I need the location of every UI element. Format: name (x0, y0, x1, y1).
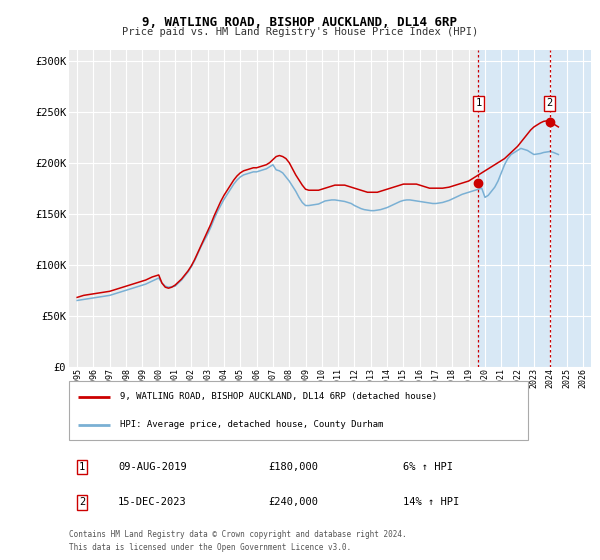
Text: 1: 1 (79, 462, 85, 472)
Text: This data is licensed under the Open Government Licence v3.0.: This data is licensed under the Open Gov… (69, 543, 351, 552)
Bar (478, 50, 591, 367)
Text: 9, WATLING ROAD, BISHOP AUCKLAND, DL14 6RP: 9, WATLING ROAD, BISHOP AUCKLAND, DL14 6… (143, 16, 458, 29)
Text: HPI: Average price, detached house, County Durham: HPI: Average price, detached house, Coun… (119, 421, 383, 430)
Text: 6% ↑ HPI: 6% ↑ HPI (403, 462, 453, 472)
Text: 9, WATLING ROAD, BISHOP AUCKLAND, DL14 6RP (detached house): 9, WATLING ROAD, BISHOP AUCKLAND, DL14 6… (119, 392, 437, 401)
Text: 1: 1 (475, 99, 482, 109)
Text: Contains HM Land Registry data © Crown copyright and database right 2024.: Contains HM Land Registry data © Crown c… (69, 530, 407, 539)
Text: 2: 2 (79, 497, 85, 507)
Text: 2: 2 (547, 99, 553, 109)
Text: 14% ↑ HPI: 14% ↑ HPI (403, 497, 460, 507)
FancyBboxPatch shape (69, 381, 529, 440)
Text: Price paid vs. HM Land Registry's House Price Index (HPI): Price paid vs. HM Land Registry's House … (122, 27, 478, 38)
Text: £240,000: £240,000 (268, 497, 319, 507)
Text: 09-AUG-2019: 09-AUG-2019 (118, 462, 187, 472)
Text: 15-DEC-2023: 15-DEC-2023 (118, 497, 187, 507)
Text: £180,000: £180,000 (268, 462, 319, 472)
